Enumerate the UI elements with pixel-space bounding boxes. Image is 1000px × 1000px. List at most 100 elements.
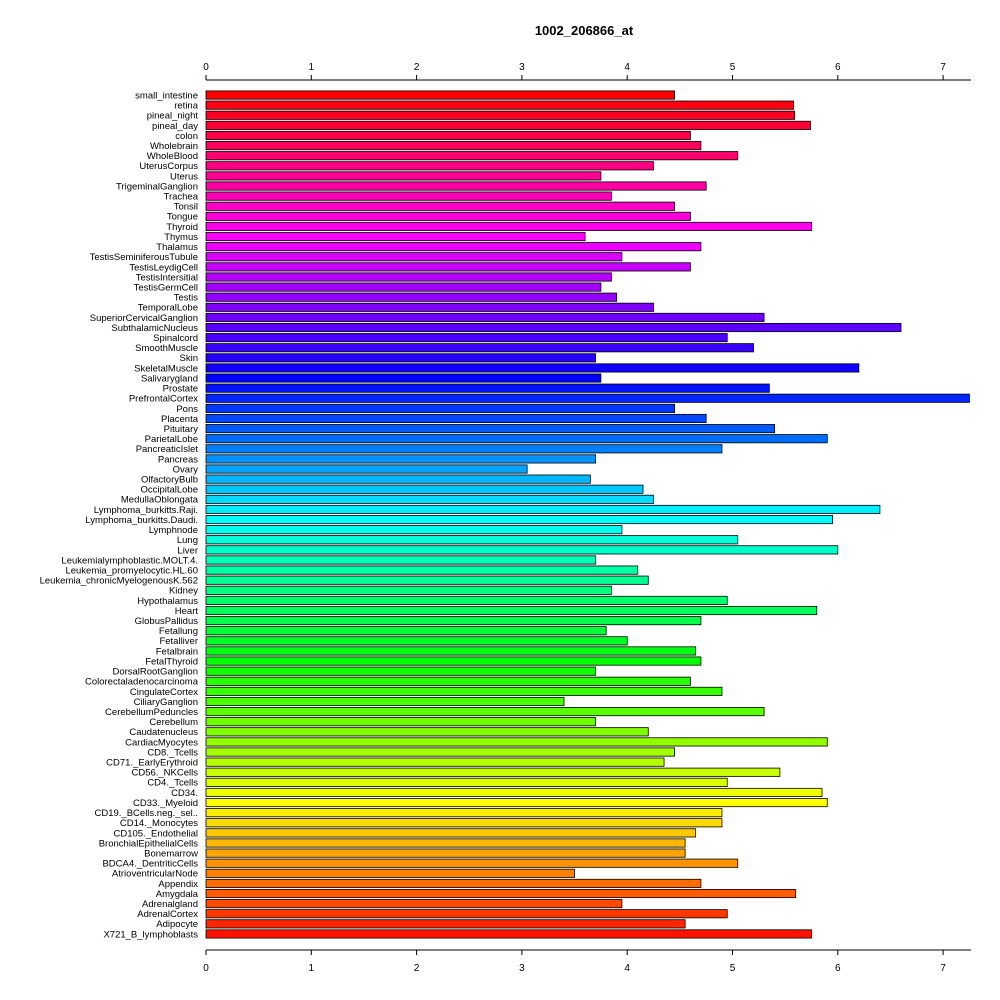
category-label: SmoothMuscle [135,343,198,354]
bar-Tongue [205,211,691,221]
tick-label: 5 [730,62,736,73]
bar-Leukemia_chronicMyelogenousK.562 [205,575,649,585]
bar-CD34. [205,787,823,797]
bar-AdrenalCortex [205,909,728,919]
category-label: Amygdala [156,889,199,900]
category-label: CD19._BCells.neg._sel.. [95,808,199,819]
bar-Leukemia_promyelocytic.HL.60 [205,565,639,575]
bar-Prostate [205,383,770,393]
category-label: colon [175,131,198,142]
bar-Kidney [205,585,612,595]
category-label: Appendix [158,879,198,890]
bar-Spinalcord [205,333,728,343]
category-label: BDCA4._DentriticCells [102,859,198,870]
category-label: OccipitalLobe [140,485,198,496]
chart-title: 1002_206866_at [535,23,634,38]
bar-Fetalliver [205,636,628,646]
category-label: TestisLeydigCell [129,262,198,273]
bar-PancreaticIslet [205,444,723,454]
category-label: CD34. [171,788,198,799]
bar-Uterus [205,171,602,181]
category-label: CD71._EarlyErythroid [106,758,198,769]
category-label: Bonemarrow [144,848,198,859]
category-label: CD4._Tcells [147,778,198,789]
bar-Appendix [205,878,702,888]
bar-BronchialEpithelialCells [205,838,686,848]
bar-DorsalRootGanglion [205,666,597,676]
category-label: Tonsil [174,202,198,213]
category-label: Wholebrain [150,141,198,152]
category-label: CD8._Tcells [147,747,198,758]
bar-CD14._Monocytes [205,818,723,828]
bar-SubthalamicNucleus [205,322,902,333]
tick-label: 4 [624,62,630,73]
category-label: TestisGermCell [134,282,198,293]
category-label: Testis [174,293,199,304]
category-label: CiliaryGanglion [134,697,198,708]
bar-Pituitary [205,424,776,434]
bar-FetalThyroid [205,656,702,666]
category-label: Fetalliver [159,636,198,647]
category-label: TestisIntersitial [136,272,198,283]
category-label: CerebellumPeduncles [105,707,198,718]
bar-OccipitalLobe [205,484,644,494]
category-label: Trachea [164,192,199,203]
top-axis: 0 1 2 3 4 5 6 7 [203,62,971,81]
category-label: Adipocyte [156,919,198,930]
category-label: Pons [176,404,198,415]
category-label: Lymphnode [149,525,198,536]
bar-CD56._NKCells [205,767,781,777]
category-label: Leukemia_chronicMyelogenousK.562 [40,576,198,587]
bar-CD71._EarlyErythroid [205,757,665,767]
bar-colon [205,130,691,141]
category-label: SubthalamicNucleus [111,323,198,334]
bar-Hypothalamus [205,595,728,605]
category-label: AdrenalCortex [137,909,198,920]
category-label: PancreaticIslet [136,444,199,455]
bar-CingulateCortex [205,686,723,696]
bar-retina [205,100,794,110]
bar-Fetallung [205,626,607,636]
category-label: TemporalLobe [138,303,198,314]
bar-CD4._Tcells [205,777,728,787]
bar-CardiacMyocytes [205,737,828,747]
category-label: Cerebellum [149,717,198,728]
category-label: Thyroid [166,222,198,233]
bar-X721_B_lymphoblasts [205,929,812,939]
bar-Heart [205,605,818,616]
tick-label: 6 [835,963,841,974]
bar-CD105._Endothelial [205,828,697,838]
bar-Liver [205,545,839,555]
category-label: Lymphoma_burkitts.Raji. [94,505,198,516]
category-label: GlobusPallidus [135,616,199,627]
bar-Caudatenucleus [205,727,649,737]
bar-Skin [205,353,597,363]
tick-label: 2 [414,963,420,974]
category-label: SkeletalMuscle [134,363,198,374]
bar-Amygdala [205,888,797,899]
bar-TemporalLobe [205,302,654,312]
category-label: Heart [175,606,199,617]
bar-OlfactoryBulb [205,474,591,484]
category-label: TestisSeminiferousTubule [90,252,198,263]
tick-label: 0 [203,963,209,974]
bar-SkeletalMuscle [205,363,860,373]
category-label: CardiacMyocytes [125,737,198,748]
category-label: DorsalRootGanglion [112,667,198,678]
category-label: Colorectaladenocarcinoma [85,677,199,688]
tick-label: 5 [730,963,736,974]
category-label: small_intestine [135,90,198,101]
category-label: Thymus [164,232,198,243]
category-label: CingulateCortex [130,687,198,698]
category-label: Adrenalgland [142,899,198,910]
tick-label: 4 [624,963,630,974]
tick-label: 0 [203,62,209,73]
bar-CerebellumPeduncles [205,707,765,717]
category-label: FetalThyroid [145,656,198,667]
category-label: Leukemia_promyelocytic.HL.60 [65,565,198,576]
category-label: Pancreas [158,454,198,465]
category-label: pineal_night [147,111,199,122]
bar-CD8._Tcells [205,747,675,757]
category-label: WholeBlood [147,151,198,162]
